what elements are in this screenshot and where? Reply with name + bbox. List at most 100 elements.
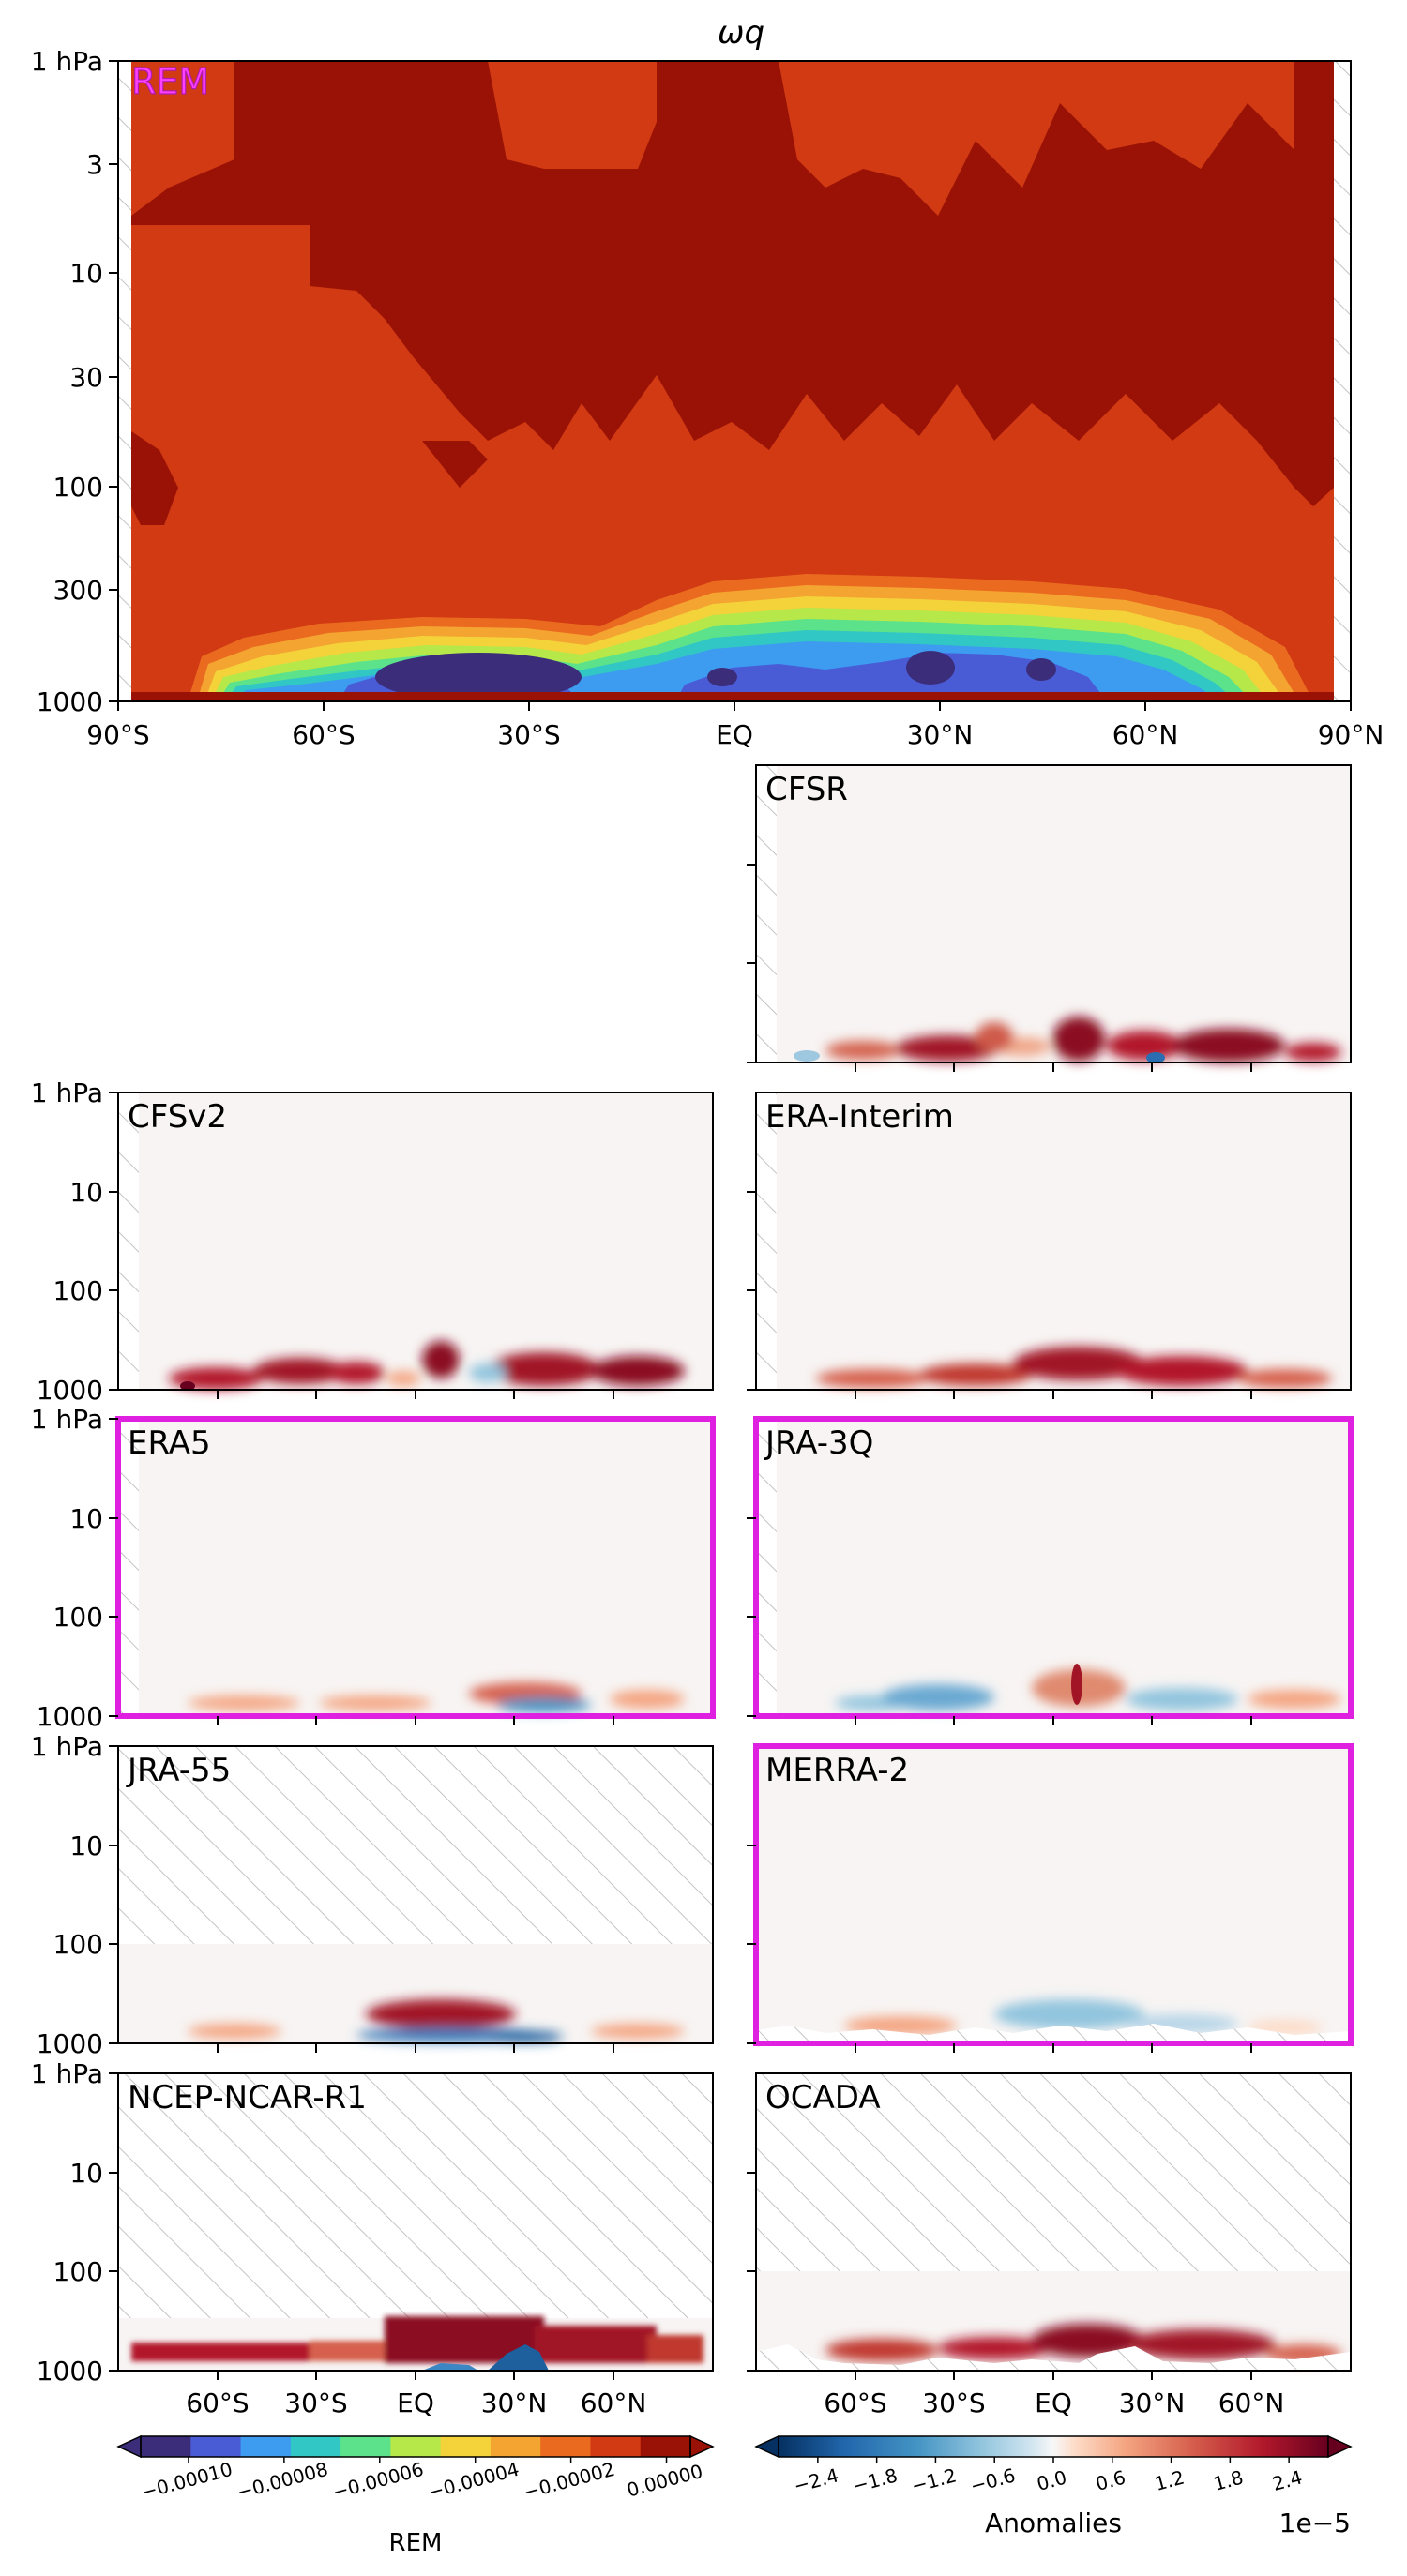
x-tick-left: EQ [397,2388,434,2418]
colorbar-anom-tick-label: 1.2 [1152,2466,1187,2495]
colorbar-rem-swatch [190,2436,242,2457]
cfsv2-y-tick: 1 hPa [31,1077,103,1108]
x-tick-left: 60°N [581,2388,647,2418]
colorbar-rem-swatches [141,2436,691,2457]
x-tick-right: 60°N [1218,2388,1285,2418]
cfsv2-y-tick: 100 [53,1275,103,1306]
era5-y-tick: 10 [69,1503,103,1534]
rem-x-tick-label: 30°N [907,719,974,750]
panel-cfsr: CFSR [747,764,1352,1063]
jra-55-y-tick: 100 [53,1929,103,1960]
colorbar-anom-gradient [778,2435,1329,2458]
rem-contours [131,61,1334,701]
rem-x-axis: 90°S 60°S 30°S EQ 30°N 60°N 90°N [86,701,1384,750]
x-tick-right: EQ [1035,2388,1072,2418]
rem-y-tick-label: 10 [69,258,103,289]
colorbar-anom-ticks: −2.4 −1.8 −1.2 −0.6 0.0 0.6 1.2 1.8 2.4 [791,2457,1305,2497]
colorbar-rem-ticks: −0.00010 −0.00008 −0.00006 −0.00004 −0.00002… [139,2457,705,2504]
colorbar-rem-tick-label: −0.00004 [426,2458,522,2504]
jra-55-y-tick: 1000 [37,2028,103,2059]
bottom-x-tick-labels: 60°S 30°S EQ 30°N 60°N 60°S 30°S EQ 30°N… [186,2388,1284,2418]
merra-2-missing-surface [756,2024,1351,2043]
x-tick-left: 30°N [481,2388,548,2418]
colorbar-anom-tick-label: 2.4 [1270,2466,1305,2495]
jra-55-y-tick: 10 [69,1830,103,1861]
colorbar-rem-tick-label: 0.00000 [625,2460,705,2502]
small-y-axis-ticks [109,1092,756,2372]
rem-field-level-11c [422,441,488,488]
colorbar-anom-offset: 1e−5 [1279,2508,1351,2538]
colorbar-rem-tick-label: −0.00008 [234,2458,330,2504]
colorbar-rem-swatch [290,2436,341,2457]
colorbar-rem-tick-label: −0.00006 [330,2458,426,2504]
colorbar-anom-left-arrow [754,2434,779,2459]
colorbar-rem-left-arrow [116,2434,142,2459]
colorbar-anom-tick-label: −0.6 [968,2463,1018,2497]
era5-y-tick: 100 [53,1602,103,1633]
cfsv2-panel-label: CFSv2 [128,1098,227,1136]
rem-y-tick-label: 30 [69,362,103,393]
colorbar-rem-tick-label: −0.00010 [139,2458,234,2504]
colorbar-rem-label: REM [389,2529,443,2557]
era5-panel-label: ERA5 [128,1424,211,1462]
ncep-y-tick: 100 [53,2256,103,2287]
x-tick-left: 30°S [284,2388,347,2418]
panel-era-interim: ERA-Interim [755,1092,1352,1391]
rem-panel-label: REM [131,61,209,102]
era-interim-panel-label: ERA-Interim [765,1098,954,1136]
x-tick-right: 30°N [1119,2388,1186,2418]
colorbar-rem-swatch [340,2436,391,2457]
ncep-y-tick: 1000 [37,2356,103,2387]
rem-x-tick-label: 90°S [86,719,149,750]
x-tick-right: 60°S [824,2388,886,2418]
colorbar-rem-swatch [440,2436,492,2457]
merra-2-panel-label: MERRA-2 [765,1752,909,1789]
colorbar-rem-swatch [141,2436,191,2457]
rem-field-level-11b [131,431,178,525]
colorbar-rem-swatch [540,2436,591,2457]
ocada-missing-surface [756,2344,1351,2371]
era5-y-tick: 1 hPa [31,1404,103,1435]
colorbar-rem-swatch [590,2436,642,2457]
rem-x-tick-label: 90°N [1318,719,1384,750]
rem-field-level-1d [707,668,737,686]
colorbar-rem-swatch [490,2436,541,2457]
panel-merra-2: MERRA-2 [753,1743,1354,2046]
rem-x-tick-label: EQ [716,719,753,750]
panel-ncep-ncar-r1: NCEP-NCAR-R1 [117,2072,714,2372]
ncep-ncar-r1-panel-label: NCEP-NCAR-R1 [128,2079,367,2117]
colorbar-anom-tick-label: 0.6 [1094,2466,1128,2495]
panel-jra-55: JRA-55 [117,1745,714,2044]
colorbar-rem-right-arrow [689,2434,715,2459]
small-y-tick-labels: 1 hPa 10 100 1000 1 hPa 10 100 1000 1 hP… [31,1077,103,2387]
ncep-y-tick: 10 [69,2158,103,2189]
rem-field-level-1c [1026,658,1056,681]
colorbar-rem-swatch [240,2436,292,2457]
colorbar-anom-right-arrow [1327,2434,1353,2459]
colorbar-rem-swatch [390,2436,442,2457]
era5-y-tick: 1000 [37,1701,103,1732]
colorbar-anom-label: Anomalies [985,2508,1122,2538]
colorbar-rem-tick-label: −0.00002 [522,2458,617,2504]
jra-55-panel-label: JRA-55 [126,1752,231,1789]
colorbar-anom-tick-label: 0.0 [1035,2466,1069,2495]
rem-x-tick-label: 60°S [292,719,355,750]
colorbar-anom-tick-label: −2.4 [791,2463,840,2497]
rem-y-tick-label: 3 [86,149,103,180]
colorbar-rem: −0.00010 −0.00008 −0.00006 −0.00004 −0.00002… [116,2434,715,2557]
panel-jra-3q: JRA-3Q [753,1416,1354,1719]
small-x-axis-ticks [217,1062,1252,2380]
cfsv2-y-tick: 1000 [37,1375,103,1406]
jra-3q-panel-label: JRA-3Q [764,1424,873,1462]
rem-field-level-1b [906,651,955,685]
rem-field-level-2b [675,653,1107,701]
colorbar-anom-tick-label: −1.2 [909,2463,959,2497]
figure-title: ωq [718,14,764,52]
rem-y-tick-label: 100 [53,472,103,503]
rem-x-tick-label: 60°N [1112,719,1179,750]
rem-y-tick-label: 300 [53,575,103,606]
colorbar-anom-tick-label: 1.8 [1211,2466,1246,2495]
colorbar-rem-swatch [640,2436,691,2457]
colorbar-anomalies: −2.4 −1.8 −1.2 −0.6 0.0 0.6 1.2 1.8 2.4 Anomalie… [754,2434,1353,2538]
